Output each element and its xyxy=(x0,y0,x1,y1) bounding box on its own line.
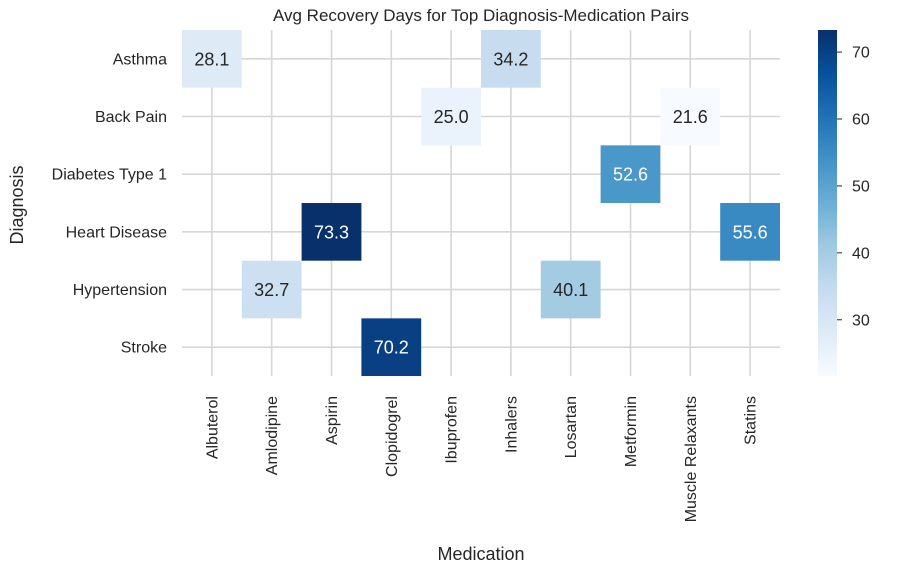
x-tick-label-muscle-relaxants: Muscle Relaxants xyxy=(683,396,700,522)
heatmap-cell xyxy=(660,87,721,146)
cell-value-label: 28.1 xyxy=(194,49,229,69)
y-axis-label: Diagnosis xyxy=(7,165,27,244)
heatmap-cell xyxy=(301,203,362,261)
heatmap-cell xyxy=(241,260,302,319)
x-tick-label-aspirin: Aspirin xyxy=(324,396,341,445)
x-tick-label-losartan: Losartan xyxy=(563,396,580,458)
cell-value-label: 52.6 xyxy=(613,165,648,185)
heatmap-cell xyxy=(361,318,422,377)
x-tick-label-clopidogrel: Clopidogrel xyxy=(384,396,401,477)
y-tick-label-stroke: Stroke xyxy=(121,340,167,357)
cell-value-label: 70.2 xyxy=(374,338,409,358)
colorbar-tick-label: 70 xyxy=(852,45,870,62)
cell-value-label: 34.2 xyxy=(493,49,528,69)
y-tick-label-heart-disease: Heart Disease xyxy=(66,224,167,241)
cell-value-label: 25.0 xyxy=(434,107,469,127)
heatmap-cell xyxy=(600,145,661,204)
y-tick-label-diabetes-type-1: Diabetes Type 1 xyxy=(52,167,167,184)
cell-value-label: 32.7 xyxy=(254,280,289,300)
x-tick-label-statins: Statins xyxy=(743,396,760,445)
colorbar-ticks: 30 40 50 60 70 xyxy=(837,45,870,329)
cell-value-label: 73.3 xyxy=(314,222,349,242)
x-tick-label-ibuprofen: Ibuprofen xyxy=(444,396,461,464)
heatmap-cell xyxy=(720,203,780,261)
cell-value-label: 55.6 xyxy=(733,222,768,242)
x-tick-label-albuterol: Albuterol xyxy=(204,396,221,459)
chart-title: Avg Recovery Days for Top Diagnosis-Medi… xyxy=(273,6,689,25)
x-tick-label-metformin: Metformin xyxy=(623,396,640,467)
heatmap-cell xyxy=(421,87,481,146)
heatmap-cell xyxy=(540,260,601,319)
colorbar-tick-label: 60 xyxy=(852,112,870,129)
y-tick-label-back-pain: Back Pain xyxy=(95,109,167,126)
colorbar-tick-label: 30 xyxy=(852,312,870,329)
cell-value-label: 21.6 xyxy=(673,107,708,127)
colorbar xyxy=(818,30,837,376)
colorbar-tick-label: 40 xyxy=(852,245,870,262)
x-axis-label: Medication xyxy=(437,544,524,564)
y-tick-label-asthma: Asthma xyxy=(113,51,167,68)
colorbar-tick-label: 50 xyxy=(852,178,870,195)
y-tick-label-hypertension: Hypertension xyxy=(73,282,167,299)
x-tick-label-inhalers: Inhalers xyxy=(503,396,520,453)
heatmap-cell xyxy=(182,30,242,88)
x-tick-label-amlodipine: Amlodipine xyxy=(264,396,281,475)
heatmap-cell xyxy=(481,30,541,88)
heatmap-cells: 28.1 34.2 25.0 21.6 52.6 73.3 55.6 32.7 40.1 70.2 xyxy=(182,30,780,377)
x-tick-labels: Albuterol Amlodipine Aspirin Clopidogrel Ibu… xyxy=(204,396,759,522)
cell-value-label: 40.1 xyxy=(553,280,588,300)
y-tick-labels: Asthma Back Pain Diabetes Type 1 Heart Dise… xyxy=(52,51,167,356)
